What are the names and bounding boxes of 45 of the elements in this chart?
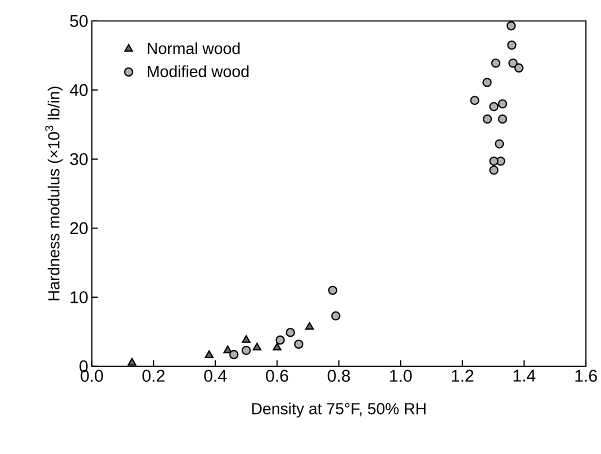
point <box>489 102 498 112</box>
x-tick-label: 0.4 <box>204 370 227 382</box>
point <box>286 328 296 338</box>
x-tick-label: 0.2 <box>142 370 165 382</box>
point <box>242 346 251 355</box>
x-tick-label: 1.4 <box>514 370 536 382</box>
point <box>506 21 516 30</box>
point <box>508 58 518 68</box>
x-tick-label: 1.6 <box>575 370 597 382</box>
point <box>328 286 338 295</box>
point <box>489 165 498 175</box>
point <box>331 311 340 320</box>
point <box>498 99 508 108</box>
point <box>229 350 238 360</box>
point <box>482 114 492 124</box>
point <box>128 358 136 366</box>
y-tick-label: 10 <box>70 291 88 304</box>
point <box>470 96 480 105</box>
point <box>242 335 251 343</box>
x-axis-title: Density at 75°F, 50% RH <box>252 402 426 418</box>
point <box>507 40 516 50</box>
y-axis-title: Hardness modulus (×10$^{3}$ lb/in) <box>45 86 63 300</box>
point <box>482 78 492 87</box>
point <box>223 345 232 354</box>
y-tick-label: 20 <box>70 222 88 234</box>
point <box>276 335 285 345</box>
point <box>514 63 524 72</box>
y-tick-label: 30 <box>70 153 88 166</box>
point <box>272 342 282 350</box>
point <box>294 340 304 349</box>
point <box>498 114 508 124</box>
x-tick-label: 1.0 <box>390 370 412 382</box>
point <box>204 350 214 358</box>
x-tick-label: 0.8 <box>328 370 350 382</box>
point <box>491 58 500 68</box>
y-tick-label: 50 <box>70 14 88 27</box>
x-tick-label: 0.6 <box>266 370 288 382</box>
legend-label: Modified wood <box>148 65 249 78</box>
point <box>489 156 498 166</box>
point <box>305 322 314 330</box>
legend-label: Normal wood <box>148 42 240 54</box>
point <box>252 342 262 350</box>
x-tick-label: 1.2 <box>452 370 474 382</box>
y-tick-label: 40 <box>70 84 88 96</box>
point <box>494 139 504 148</box>
